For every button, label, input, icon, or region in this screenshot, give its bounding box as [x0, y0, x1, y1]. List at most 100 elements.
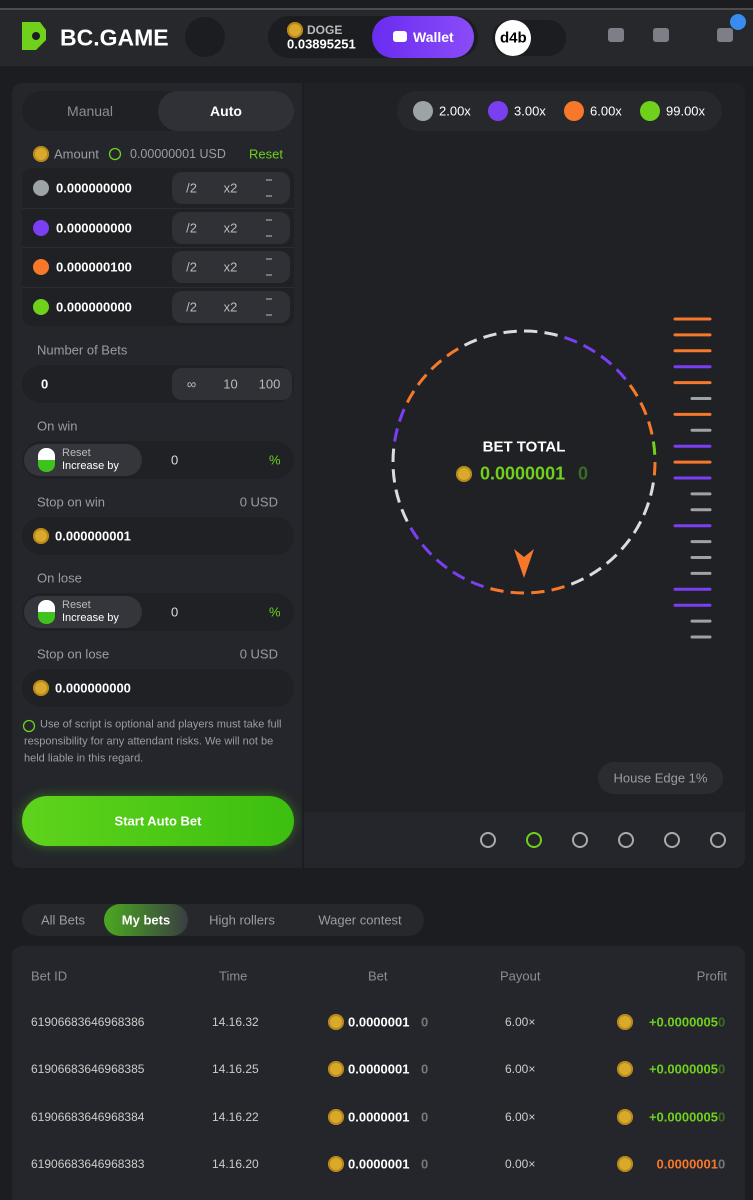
toolbar-icon [526, 832, 542, 848]
wheel-segment [470, 580, 484, 589]
row-divider [22, 286, 294, 288]
stop-usd: 0 USD [239, 494, 278, 510]
bet-color [33, 298, 49, 315]
bet-buttons [172, 290, 290, 323]
table-header: Payout [500, 968, 541, 984]
bet-value: 0.000000000 [56, 299, 132, 314]
wallet-icon [393, 31, 407, 42]
bet-buttons [172, 211, 290, 244]
mode-tab[interactable]: Auto [210, 103, 242, 119]
multiplier-dot [564, 101, 584, 121]
wheel-segment [652, 461, 657, 476]
percent-unit: % [269, 604, 281, 620]
search-button[interactable] [185, 17, 225, 57]
double-button[interactable]: x2 [223, 220, 238, 235]
currency: DOGE [307, 23, 343, 37]
bet-amount: 0.0000001 [348, 1156, 410, 1172]
bet-total: 0.0000001 [480, 463, 566, 484]
start-button[interactable] [22, 796, 294, 846]
house-edge: House Edge 1% [613, 770, 708, 786]
count-option[interactable]: 10 [223, 376, 238, 392]
multiplier-label: 6.00x [590, 103, 622, 119]
wheel-segment [409, 527, 420, 540]
half-button[interactable]: /2 [186, 299, 197, 314]
bet-value: 0.000000000 [56, 220, 132, 235]
wheel-segment [582, 343, 596, 354]
wheel-segment [642, 502, 651, 516]
table-tab[interactable]: High rollers [209, 912, 275, 928]
mode-tab-active[interactable] [158, 91, 294, 131]
payout: 6.00× [505, 1015, 536, 1029]
arrows[interactable] [266, 179, 272, 197]
table-tab[interactable]: Wager contest [318, 912, 402, 928]
multiplier-label: 3.00x [514, 103, 546, 119]
row-divider [22, 207, 294, 209]
wheel-segment [531, 589, 545, 595]
wheel-segment [564, 335, 578, 344]
pointer [514, 549, 534, 578]
reset-link[interactable]: Reset [249, 146, 283, 162]
toolbar-icon [618, 832, 634, 848]
half-button[interactable]: /2 [186, 259, 197, 275]
double-button[interactable]: x2 [223, 180, 238, 196]
field-label: Stop on win [37, 494, 105, 510]
count-option[interactable]: ∞ [186, 376, 197, 392]
bet-amount: 0.0000001 [348, 1109, 410, 1125]
start-label[interactable]: Start Auto Bet [114, 813, 202, 829]
table-header: Time [219, 968, 248, 984]
multiplier-label: 99.00x [666, 103, 706, 119]
field-label: On win [37, 418, 78, 434]
wallet-label[interactable]: Wallet [413, 29, 454, 45]
wheel-segment [435, 558, 448, 570]
toggle[interactable] [38, 448, 55, 472]
bell-icon[interactable] [653, 28, 669, 42]
stop-input[interactable] [22, 669, 294, 707]
bet-buttons [172, 251, 290, 283]
bet-color [33, 219, 49, 236]
wheel-segment [510, 590, 525, 595]
row-divider [22, 247, 294, 248]
wallet-button[interactable] [372, 16, 474, 58]
wheel-segment [651, 441, 657, 455]
arrows[interactable] [266, 297, 272, 316]
half-button[interactable]: /2 [186, 180, 197, 196]
table-tab-active[interactable] [104, 904, 188, 936]
profit: +0.0000005 [648, 1109, 718, 1125]
stop-input[interactable] [22, 517, 294, 555]
chat-icon[interactable] [717, 28, 733, 42]
table-header: Bet ID [31, 968, 68, 984]
count-option[interactable]: 100 [258, 376, 281, 392]
game-area [304, 83, 745, 868]
wheel-segment [400, 508, 409, 523]
bet-buttons [172, 172, 290, 204]
half-button[interactable]: /2 [186, 220, 197, 235]
double-button[interactable]: x2 [223, 259, 238, 275]
wheel-segment [647, 421, 654, 435]
reset-option: Reset [62, 447, 91, 459]
table-tab[interactable]: My bets [121, 912, 171, 928]
wheel-segment [544, 331, 558, 337]
house-edge-pill[interactable] [598, 762, 723, 794]
double-button[interactable]: x2 [223, 299, 238, 314]
arrows[interactable] [266, 258, 272, 276]
wheel-segment [391, 469, 397, 483]
bet-value: 0.000000000 [56, 180, 132, 196]
bet-time: 14.16.22 [212, 1109, 259, 1124]
wheel-segment [416, 373, 428, 386]
toggle[interactable] [38, 600, 55, 624]
profit-trail: 0 [718, 1061, 726, 1077]
bet-total-label: BET TOTAL [482, 438, 566, 456]
arrows[interactable] [266, 218, 272, 237]
mode-tab[interactable]: Manual [67, 103, 113, 119]
field-label: On lose [37, 570, 82, 586]
stop-value: 0.000000001 [55, 528, 131, 544]
badge [730, 14, 746, 30]
bet-amount-trail: 0 [421, 1014, 429, 1030]
table-tab[interactable]: All Bets [40, 912, 86, 928]
bet-amount-trail: 0 [421, 1109, 429, 1125]
bet-color [33, 259, 49, 275]
bets-count: 0 [41, 376, 49, 392]
bet-amount: 0.0000001 [348, 1014, 410, 1030]
percent-unit: % [269, 452, 281, 468]
mail-icon[interactable] [608, 28, 624, 42]
